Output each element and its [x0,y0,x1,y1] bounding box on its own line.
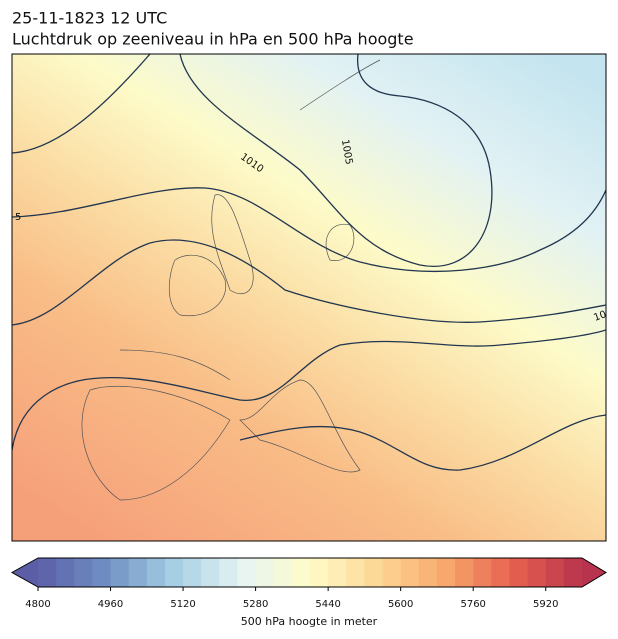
colorbar-band [509,558,529,587]
colorbar-band [436,558,456,587]
colorbar-band [418,558,438,587]
colorbar-band [382,558,402,587]
colorbar-tick-label: 5600 [388,599,413,610]
colorbar-band [146,558,166,587]
colorbar-extend [582,558,606,587]
colorbar-label: 500 hPa hoogte in meter [241,615,378,628]
colorbar-band [563,558,583,587]
colorbar-band [56,558,75,587]
colorbar-band [291,558,311,587]
colorbar-band [310,558,329,587]
isobar [12,329,606,451]
colorbar-band [455,558,474,587]
isobar [239,414,606,471]
title: 25-11-1823 12 UTC [12,9,167,28]
map: 1010 1005 5 10 [12,54,608,541]
colorbar-band [273,558,293,587]
colorbar-band [219,558,238,587]
colorbar-band [110,558,130,587]
colorbar-band [38,558,57,587]
colorbar-extend [12,558,38,587]
colorbar-band [346,558,365,587]
colorbar-band [201,558,220,587]
colorbar-tick-label: 4960 [98,599,123,610]
isobar [12,54,151,154]
colorbar-band [237,558,257,587]
map-frame [11,53,607,542]
isobar [12,187,606,273]
colorbar-band [183,558,202,587]
colorbar-frame [10,557,607,588]
colorbar-tick-label: 5440 [315,599,340,610]
subtitle: Luchtdruk op zeeniveau in hPa en 500 hPa… [12,30,414,49]
isobar [12,239,606,326]
contour-label: 10 [592,309,608,324]
colorbar-tick-label: 5920 [533,599,558,610]
colorbar-band [255,558,275,587]
colorbar-tick-label: 5280 [243,599,268,610]
isobar [179,54,493,267]
colorbar-band [92,558,112,587]
colorbar-tick-label: 5760 [460,599,485,610]
colorbar-band [400,558,420,587]
colorbar-band [545,558,565,587]
colorbar-band [364,558,384,587]
colorbar-band [128,558,148,587]
contour-label: 5 [15,212,21,223]
colorbar-band [74,558,93,587]
colorbar-band [164,558,184,587]
colorbar-band [473,558,492,587]
colorbar-tick-label: 4800 [25,599,50,610]
contour-label: 1005 [339,139,354,166]
colorbar-band [328,558,347,587]
colorbar-band [527,558,547,587]
colorbar: 4800 4960 5120 5280 5440 5600 5760 5920 [10,557,607,610]
colorbar-band [491,558,510,587]
colorbar-tick-label: 5120 [170,599,195,610]
